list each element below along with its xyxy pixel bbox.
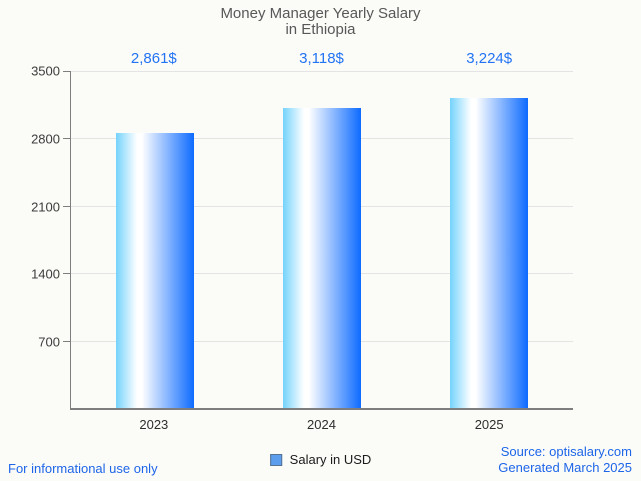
y-tick-mark [63,71,71,72]
y-tick-mark [63,138,71,140]
disclaimer-text: For informational use only [8,461,158,476]
bar-2023[interactable] [115,132,194,408]
y-tick-label: 1400 [31,266,60,282]
x-axis-labels: 2023 2024 2025 [70,417,573,435]
bar-value-label: 3,118$ [299,50,344,67]
source-block: Source: optisalary.com Generated March 2… [498,444,632,476]
y-tick-label: 2100 [31,199,60,215]
y-tick-mark [63,340,71,342]
legend-swatch-icon [269,453,282,466]
legend-label: Salary in USD [289,452,372,467]
chart-title-line1: Money Manager Yearly Salary [220,5,421,22]
y-tick-mark [63,273,71,275]
bar-value-labels: 2,861$ 3,118$ 3,224$ [70,50,573,70]
legend: Salary in USD [269,452,372,467]
y-tick-label: 3500 [31,63,60,79]
bar-2025[interactable] [450,97,529,408]
bar-value-label: 2,861$ [130,50,177,67]
generated-date: Generated March 2025 [498,460,632,475]
x-tick-label: 2023 [139,417,169,432]
bar-value-label: 3,224$ [466,50,513,67]
bar-2024[interactable] [283,107,361,408]
source-link[interactable]: Source: optisalary.com [500,444,632,459]
y-tick-label: 700 [38,334,60,350]
plot-area [63,71,573,410]
x-tick-label: 2025 [474,417,504,432]
gridline [71,71,573,72]
x-tick-label: 2024 [307,417,336,432]
y-tick-mark [63,205,71,207]
y-tick-label: 2800 [31,131,60,147]
chart-title: Money Manager Yearly Salary in Ethiopia [0,6,641,38]
y-axis-labels: 700 1400 2100 2800 3500 [0,64,60,410]
chart-title-line2: in Ethiopia [285,21,356,38]
